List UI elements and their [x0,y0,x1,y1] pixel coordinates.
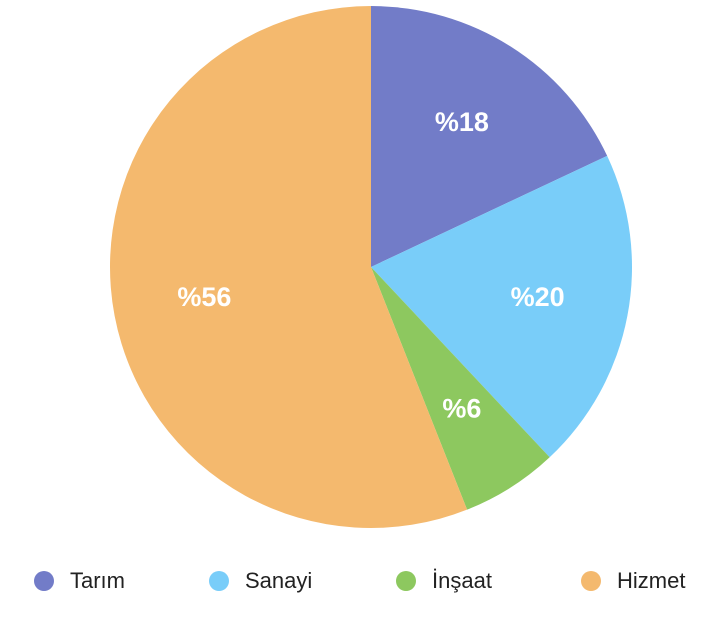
value-label: %18 [435,107,489,137]
value-label: %20 [511,282,565,312]
legend-label: İnşaat [432,568,492,593]
legend-label: Tarım [70,568,125,593]
legend-marker [581,571,601,591]
value-label: %56 [177,282,231,312]
pie-slice [371,6,608,267]
value-label: %6 [442,393,481,423]
pie-slice [371,267,550,510]
legend-marker [396,571,416,591]
legend-marker [209,571,229,591]
pie-slice [109,6,468,529]
legend-label: Sanayi [245,568,312,593]
legend-label: Hizmet [617,568,685,593]
pie-slice [371,155,633,458]
legend-marker [34,571,54,591]
